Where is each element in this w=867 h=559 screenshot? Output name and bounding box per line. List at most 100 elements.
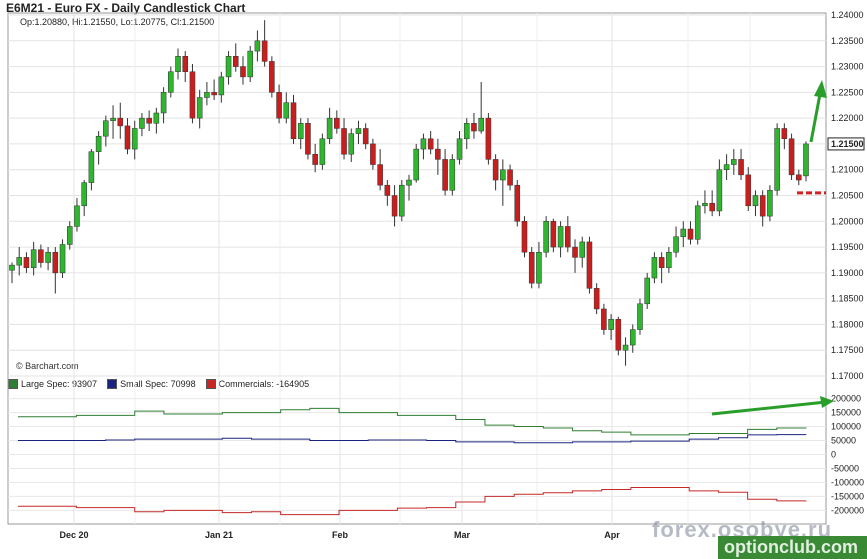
candle	[269, 56, 275, 98]
candle	[565, 216, 571, 253]
candle	[543, 216, 549, 258]
grid	[8, 13, 826, 524]
candle-body	[557, 226, 564, 248]
candle	[391, 185, 398, 227]
candle-body	[247, 50, 253, 78]
candle	[232, 43, 239, 72]
candle	[550, 218, 557, 253]
cot-tick-label: 200000	[831, 394, 861, 404]
candle-body	[334, 117, 340, 129]
candle-body	[168, 71, 174, 93]
candle	[781, 123, 788, 150]
candle	[16, 247, 22, 276]
candle	[514, 180, 521, 227]
candle	[341, 118, 347, 160]
candle	[507, 164, 513, 191]
candle-body	[723, 164, 730, 170]
candle-body	[420, 138, 427, 150]
candle-body	[803, 143, 809, 177]
x-tick-label: Apr	[604, 530, 620, 540]
candle	[615, 316, 622, 356]
candle	[774, 123, 780, 196]
candle-body	[225, 56, 232, 78]
candle	[803, 141, 809, 182]
candle	[312, 143, 318, 173]
candle	[211, 79, 217, 101]
candle	[500, 159, 506, 206]
up-arrow-head-main	[814, 80, 827, 98]
cot-series-commercials	[18, 486, 807, 516]
candle	[658, 252, 665, 284]
candle	[254, 30, 261, 62]
candle-body	[139, 117, 145, 129]
candle-body	[391, 195, 398, 217]
candle	[348, 128, 355, 162]
candle	[110, 105, 116, 139]
candle-body	[240, 66, 246, 78]
candle	[601, 303, 607, 335]
candle	[463, 118, 470, 150]
candle-body	[637, 303, 643, 330]
candle	[189, 63, 196, 124]
candle-body	[59, 244, 66, 274]
candle-body	[471, 123, 477, 132]
price-tick-label: 1.23000	[831, 62, 864, 72]
price-tick-label: 1.18500	[831, 294, 864, 304]
candle	[673, 226, 679, 258]
price-tick-label: 1.19500	[831, 242, 864, 252]
candle-body	[175, 56, 181, 72]
candle-body	[767, 190, 773, 217]
watermark-badge: optionclub.com	[718, 536, 867, 559]
candle	[449, 154, 456, 196]
candle-body	[796, 174, 802, 181]
candle-body	[687, 228, 694, 240]
candle-body	[297, 123, 304, 140]
candle-body	[370, 143, 376, 165]
candle	[745, 167, 752, 211]
candle-body	[644, 277, 650, 305]
x-tick-label: Dec 20	[59, 530, 88, 540]
x-tick-label: Jan 21	[205, 530, 233, 540]
candle-body	[52, 251, 59, 274]
candle-body	[629, 329, 636, 346]
candle	[66, 221, 73, 250]
candle	[204, 82, 210, 106]
candle	[796, 169, 802, 186]
candle-body	[66, 226, 73, 245]
legend-label-large-spec: Large Spec: 93907	[21, 379, 98, 389]
cot-tick-label: -50000	[831, 463, 859, 473]
candle-body	[572, 246, 578, 258]
legend-swatch-commercials	[205, 379, 216, 389]
candle	[30, 241, 37, 276]
candle	[608, 314, 614, 340]
candle-body	[283, 102, 290, 119]
candle-body	[348, 133, 355, 155]
candle	[88, 149, 95, 191]
candle	[81, 180, 87, 217]
candle	[225, 51, 232, 85]
candle-body	[74, 205, 80, 227]
candle	[738, 149, 744, 181]
candle	[38, 244, 44, 268]
candle-body	[305, 123, 311, 155]
candle	[622, 337, 629, 366]
legend-small-spec: Small Spec: 70998	[107, 379, 196, 389]
cot-lines	[18, 407, 807, 516]
candle	[175, 48, 181, 80]
candle	[485, 112, 492, 165]
candle-body	[550, 221, 557, 248]
candle	[247, 45, 253, 83]
candle	[528, 247, 535, 289]
candle	[651, 252, 658, 284]
candle-body	[716, 169, 723, 212]
candle	[420, 133, 427, 160]
price-tick-label: 1.20000	[831, 216, 864, 226]
candle-body	[514, 184, 521, 222]
candle	[471, 112, 477, 139]
candle-body	[788, 138, 795, 176]
cot-arrow-head	[820, 396, 834, 408]
candle-body	[81, 182, 87, 207]
candle-body	[658, 257, 665, 268]
cot-arrow-shaft	[711, 400, 827, 416]
candle-body	[680, 228, 687, 238]
